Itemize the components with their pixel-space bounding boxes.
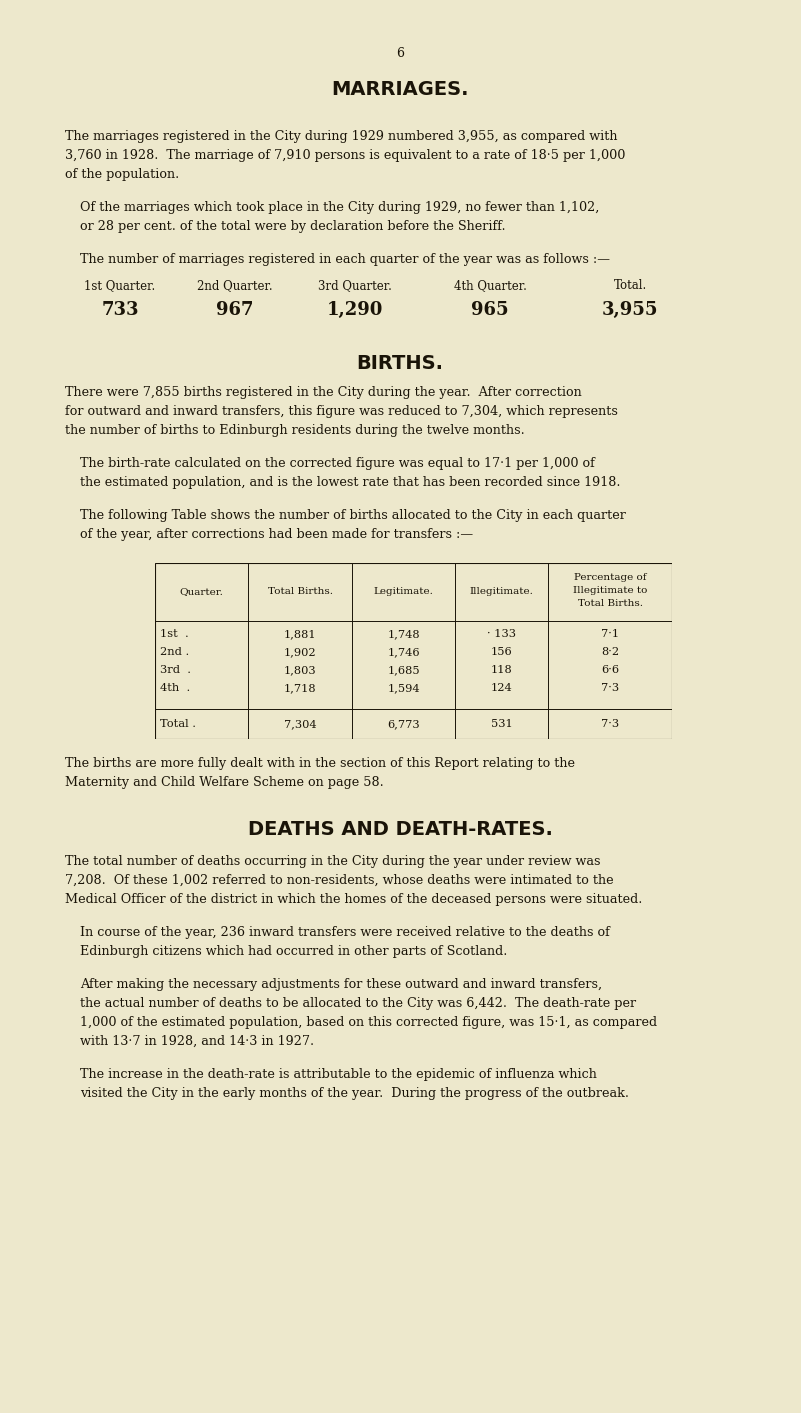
Text: 2nd .: 2nd . [160, 647, 189, 657]
Text: The birth-rate calculated on the corrected figure was equal to 17·1 per 1,000 of: The birth-rate calculated on the correct… [80, 456, 595, 471]
Text: After making the necessary adjustments for these outward and inward transfers,: After making the necessary adjustments f… [80, 978, 602, 991]
Text: Total.: Total. [614, 278, 646, 292]
Text: 965: 965 [471, 301, 509, 319]
Text: visited the City in the early months of the year.  During the progress of the ou: visited the City in the early months of … [80, 1087, 629, 1099]
Text: 3,760 in 1928.  The marriage of 7,910 persons is equivalent to a rate of 18·5 pe: 3,760 in 1928. The marriage of 7,910 per… [65, 148, 626, 162]
Text: 967: 967 [216, 301, 254, 319]
Text: Of the marriages which took place in the City during 1929, no fewer than 1,102,: Of the marriages which took place in the… [80, 201, 599, 213]
Text: 1,881: 1,881 [284, 629, 316, 639]
Text: 6,773: 6,773 [387, 719, 420, 729]
Text: 1,290: 1,290 [327, 301, 383, 319]
Text: 1st  .: 1st . [160, 629, 189, 639]
Text: Quarter.: Quarter. [179, 588, 223, 596]
Text: 118: 118 [491, 666, 513, 675]
Text: 3,955: 3,955 [602, 301, 658, 319]
Text: MARRIAGES.: MARRIAGES. [332, 81, 469, 99]
Text: of the population.: of the population. [65, 168, 179, 181]
Text: 2nd Quarter.: 2nd Quarter. [197, 278, 273, 292]
Text: The marriages registered in the City during 1929 numbered 3,955, as compared wit: The marriages registered in the City dur… [65, 130, 618, 143]
Text: 1,803: 1,803 [284, 666, 316, 675]
Text: 3rd  .: 3rd . [160, 666, 191, 675]
Text: with 13·7 in 1928, and 14·3 in 1927.: with 13·7 in 1928, and 14·3 in 1927. [80, 1034, 314, 1048]
Text: 733: 733 [101, 301, 139, 319]
Text: Legitimate.: Legitimate. [373, 588, 433, 596]
Text: 1st Quarter.: 1st Quarter. [84, 278, 155, 292]
Text: 3rd Quarter.: 3rd Quarter. [318, 278, 392, 292]
Text: 1,748: 1,748 [387, 629, 420, 639]
Text: The total number of deaths occurring in the City during the year under review wa: The total number of deaths occurring in … [65, 855, 601, 868]
Text: 124: 124 [491, 682, 513, 692]
Text: 7·1: 7·1 [601, 629, 619, 639]
Text: Total Births.: Total Births. [578, 599, 642, 609]
Text: · 133: · 133 [487, 629, 516, 639]
Text: 8·2: 8·2 [601, 647, 619, 657]
Text: DEATHS AND DEATH-RATES.: DEATHS AND DEATH-RATES. [248, 820, 553, 839]
Text: 6·6: 6·6 [601, 666, 619, 675]
Text: The births are more fully dealt with in the section of this Report relating to t: The births are more fully dealt with in … [65, 757, 575, 770]
Text: In course of the year, 236 inward transfers were received relative to the deaths: In course of the year, 236 inward transf… [80, 926, 610, 940]
Text: 1,685: 1,685 [387, 666, 420, 675]
Text: 1,746: 1,746 [387, 647, 420, 657]
Text: 6: 6 [396, 47, 404, 59]
Text: the actual number of deaths to be allocated to the City was 6,442.  The death-ra: the actual number of deaths to be alloca… [80, 998, 636, 1010]
Text: Percentage of: Percentage of [574, 574, 646, 582]
Text: 4th Quarter.: 4th Quarter. [453, 278, 526, 292]
Text: 7,208.  Of these 1,002 referred to non-residents, whose deaths were intimated to: 7,208. Of these 1,002 referred to non-re… [65, 875, 614, 887]
Text: The increase in the death-rate is attributable to the epidemic of influenza whic: The increase in the death-rate is attrib… [80, 1068, 597, 1081]
Text: BIRTHS.: BIRTHS. [356, 355, 444, 373]
Text: the estimated population, and is the lowest rate that has been recorded since 19: the estimated population, and is the low… [80, 476, 621, 489]
Text: 7·3: 7·3 [601, 682, 619, 692]
Text: The following Table shows the number of births allocated to the City in each qua: The following Table shows the number of … [80, 509, 626, 521]
Text: Medical Officer of the district in which the homes of the deceased persons were : Medical Officer of the district in which… [65, 893, 642, 906]
Text: Illegitimate.: Illegitimate. [469, 588, 533, 596]
Text: the number of births to Edinburgh residents during the twelve months.: the number of births to Edinburgh reside… [65, 424, 525, 437]
Text: 7·3: 7·3 [601, 719, 619, 729]
Text: Maternity and Child Welfare Scheme on page 58.: Maternity and Child Welfare Scheme on pa… [65, 776, 384, 788]
Text: of the year, after corrections had been made for transfers :—: of the year, after corrections had been … [80, 528, 473, 541]
Text: 156: 156 [491, 647, 513, 657]
Text: 1,718: 1,718 [284, 682, 316, 692]
Text: There were 7,855 births registered in the City during the year.  After correctio: There were 7,855 births registered in th… [65, 386, 582, 398]
Text: Edinburgh citizens which had occurred in other parts of Scotland.: Edinburgh citizens which had occurred in… [80, 945, 507, 958]
Text: 531: 531 [491, 719, 513, 729]
Text: 1,594: 1,594 [387, 682, 420, 692]
Text: 7,304: 7,304 [284, 719, 316, 729]
Text: Total Births.: Total Births. [268, 588, 332, 596]
Text: 1,000 of the estimated population, based on this corrected figure, was 15·1, as : 1,000 of the estimated population, based… [80, 1016, 657, 1029]
Text: or 28 per cent. of the total were by declaration before the Sheriff.: or 28 per cent. of the total were by dec… [80, 220, 505, 233]
Text: Illegitimate to: Illegitimate to [573, 586, 647, 595]
Text: 4th  .: 4th . [160, 682, 191, 692]
Text: for outward and inward transfers, this figure was reduced to 7,304, which repres: for outward and inward transfers, this f… [65, 406, 618, 418]
Text: The number of marriages registered in each quarter of the year was as follows :—: The number of marriages registered in ea… [80, 253, 610, 266]
Text: Total .: Total . [160, 719, 196, 729]
Text: 1,902: 1,902 [284, 647, 316, 657]
